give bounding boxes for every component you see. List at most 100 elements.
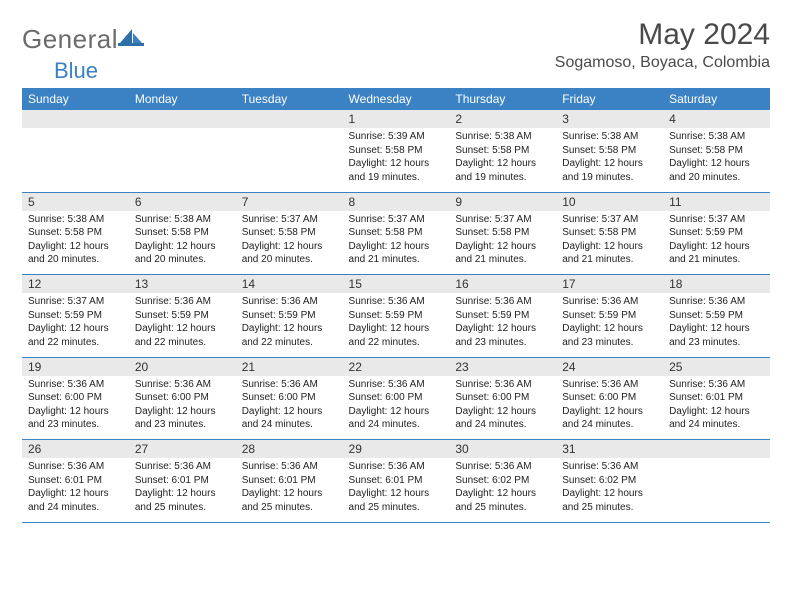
- day-number-cell: 19: [22, 357, 129, 376]
- weekday-tuesday: Tuesday: [236, 88, 343, 110]
- day-number-cell: 11: [663, 192, 770, 211]
- sunrise-line: Sunrise: 5:36 AM: [349, 460, 444, 474]
- day-number-cell: 14: [236, 275, 343, 294]
- sunrise-line: Sunrise: 5:37 AM: [28, 295, 123, 309]
- daylight-line: Daylight: 12 hours and 22 minutes.: [135, 322, 230, 349]
- day-detail-cell: Sunrise: 5:37 AMSunset: 5:58 PMDaylight:…: [556, 211, 663, 275]
- day-detail-cell: Sunrise: 5:38 AMSunset: 5:58 PMDaylight:…: [129, 211, 236, 275]
- sunset-line: Sunset: 5:59 PM: [562, 309, 657, 323]
- daylight-line: Daylight: 12 hours and 22 minutes.: [242, 322, 337, 349]
- sunrise-line: Sunrise: 5:36 AM: [135, 378, 230, 392]
- daylight-line: Daylight: 12 hours and 21 minutes.: [669, 240, 764, 267]
- day-number-cell: 22: [343, 357, 450, 376]
- day-number-cell: 25: [663, 357, 770, 376]
- day-detail-cell: Sunrise: 5:36 AMSunset: 6:01 PMDaylight:…: [236, 458, 343, 522]
- sunset-line: Sunset: 5:58 PM: [455, 144, 550, 158]
- sunrise-line: Sunrise: 5:36 AM: [28, 378, 123, 392]
- day-detail-cell: [22, 128, 129, 192]
- sunrise-line: Sunrise: 5:37 AM: [349, 213, 444, 227]
- daylight-line: Daylight: 12 hours and 23 minutes.: [455, 322, 550, 349]
- sunset-line: Sunset: 6:01 PM: [135, 474, 230, 488]
- daylight-line: Daylight: 12 hours and 25 minutes.: [562, 487, 657, 514]
- sunrise-line: Sunrise: 5:36 AM: [562, 295, 657, 309]
- day-number-cell: 29: [343, 440, 450, 459]
- day-detail-cell: Sunrise: 5:36 AMSunset: 5:59 PMDaylight:…: [556, 293, 663, 357]
- logo-sail-icon: [118, 27, 144, 52]
- weekday-wednesday: Wednesday: [343, 88, 450, 110]
- sunset-line: Sunset: 5:59 PM: [455, 309, 550, 323]
- day-detail-cell: Sunrise: 5:36 AMSunset: 6:01 PMDaylight:…: [129, 458, 236, 522]
- day-detail-cell: Sunrise: 5:36 AMSunset: 6:02 PMDaylight:…: [556, 458, 663, 522]
- sunset-line: Sunset: 5:58 PM: [669, 144, 764, 158]
- day-number-cell: 10: [556, 192, 663, 211]
- sunrise-line: Sunrise: 5:38 AM: [669, 130, 764, 144]
- sunrise-line: Sunrise: 5:37 AM: [242, 213, 337, 227]
- daylight-line: Daylight: 12 hours and 20 minutes.: [28, 240, 123, 267]
- day-number-row: 1234: [22, 110, 770, 128]
- sunset-line: Sunset: 6:02 PM: [455, 474, 550, 488]
- day-number-cell: 4: [663, 110, 770, 128]
- day-detail-cell: Sunrise: 5:36 AMSunset: 5:59 PMDaylight:…: [129, 293, 236, 357]
- sunrise-line: Sunrise: 5:36 AM: [669, 378, 764, 392]
- daylight-line: Daylight: 12 hours and 19 minutes.: [349, 157, 444, 184]
- day-detail-row: Sunrise: 5:37 AMSunset: 5:59 PMDaylight:…: [22, 293, 770, 357]
- day-detail-cell: Sunrise: 5:37 AMSunset: 5:58 PMDaylight:…: [236, 211, 343, 275]
- daylight-line: Daylight: 12 hours and 24 minutes.: [455, 405, 550, 432]
- day-detail-cell: Sunrise: 5:36 AMSunset: 6:00 PMDaylight:…: [343, 376, 450, 440]
- month-title: May 2024: [555, 18, 770, 52]
- weekday-friday: Friday: [556, 88, 663, 110]
- daylight-line: Daylight: 12 hours and 25 minutes.: [349, 487, 444, 514]
- daylight-line: Daylight: 12 hours and 22 minutes.: [349, 322, 444, 349]
- day-number-cell: [663, 440, 770, 459]
- sunrise-line: Sunrise: 5:36 AM: [455, 460, 550, 474]
- day-number-cell: 18: [663, 275, 770, 294]
- weekday-saturday: Saturday: [663, 88, 770, 110]
- day-detail-cell: Sunrise: 5:36 AMSunset: 6:01 PMDaylight:…: [343, 458, 450, 522]
- sunrise-line: Sunrise: 5:38 AM: [562, 130, 657, 144]
- sunrise-line: Sunrise: 5:36 AM: [349, 378, 444, 392]
- daylight-line: Daylight: 12 hours and 19 minutes.: [455, 157, 550, 184]
- day-number-cell: 24: [556, 357, 663, 376]
- sunrise-line: Sunrise: 5:38 AM: [28, 213, 123, 227]
- sunset-line: Sunset: 5:59 PM: [242, 309, 337, 323]
- daylight-line: Daylight: 12 hours and 20 minutes.: [242, 240, 337, 267]
- daylight-line: Daylight: 12 hours and 23 minutes.: [562, 322, 657, 349]
- day-number-cell: 2: [449, 110, 556, 128]
- daylight-line: Daylight: 12 hours and 24 minutes.: [242, 405, 337, 432]
- day-number-cell: 8: [343, 192, 450, 211]
- day-number-cell: 21: [236, 357, 343, 376]
- sunrise-line: Sunrise: 5:38 AM: [135, 213, 230, 227]
- day-detail-row: Sunrise: 5:36 AMSunset: 6:00 PMDaylight:…: [22, 376, 770, 440]
- sunrise-line: Sunrise: 5:36 AM: [455, 295, 550, 309]
- daylight-line: Daylight: 12 hours and 25 minutes.: [455, 487, 550, 514]
- sunset-line: Sunset: 6:00 PM: [242, 391, 337, 405]
- sunrise-line: Sunrise: 5:36 AM: [242, 460, 337, 474]
- day-detail-cell: Sunrise: 5:36 AMSunset: 6:00 PMDaylight:…: [236, 376, 343, 440]
- day-detail-cell: Sunrise: 5:38 AMSunset: 5:58 PMDaylight:…: [22, 211, 129, 275]
- sunrise-line: Sunrise: 5:39 AM: [349, 130, 444, 144]
- day-detail-cell: Sunrise: 5:36 AMSunset: 5:59 PMDaylight:…: [663, 293, 770, 357]
- day-number-cell: 20: [129, 357, 236, 376]
- sunset-line: Sunset: 5:58 PM: [242, 226, 337, 240]
- day-number-row: 19202122232425: [22, 357, 770, 376]
- day-number-cell: 30: [449, 440, 556, 459]
- daylight-line: Daylight: 12 hours and 24 minutes.: [562, 405, 657, 432]
- sunrise-line: Sunrise: 5:36 AM: [562, 378, 657, 392]
- sunset-line: Sunset: 5:58 PM: [562, 226, 657, 240]
- sunrise-line: Sunrise: 5:37 AM: [562, 213, 657, 227]
- sunset-line: Sunset: 6:01 PM: [242, 474, 337, 488]
- day-number-cell: 17: [556, 275, 663, 294]
- day-detail-cell: Sunrise: 5:36 AMSunset: 6:01 PMDaylight:…: [22, 458, 129, 522]
- daylight-line: Daylight: 12 hours and 24 minutes.: [28, 487, 123, 514]
- weekday-header-row: Sunday Monday Tuesday Wednesday Thursday…: [22, 88, 770, 110]
- sunset-line: Sunset: 6:00 PM: [349, 391, 444, 405]
- day-detail-cell: Sunrise: 5:37 AMSunset: 5:59 PMDaylight:…: [663, 211, 770, 275]
- sunset-line: Sunset: 5:58 PM: [349, 226, 444, 240]
- day-detail-cell: Sunrise: 5:37 AMSunset: 5:58 PMDaylight:…: [449, 211, 556, 275]
- day-detail-cell: Sunrise: 5:39 AMSunset: 5:58 PMDaylight:…: [343, 128, 450, 192]
- sunrise-line: Sunrise: 5:37 AM: [669, 213, 764, 227]
- daylight-line: Daylight: 12 hours and 23 minutes.: [669, 322, 764, 349]
- daylight-line: Daylight: 12 hours and 24 minutes.: [669, 405, 764, 432]
- day-number-row: 567891011: [22, 192, 770, 211]
- daylight-line: Daylight: 12 hours and 21 minutes.: [562, 240, 657, 267]
